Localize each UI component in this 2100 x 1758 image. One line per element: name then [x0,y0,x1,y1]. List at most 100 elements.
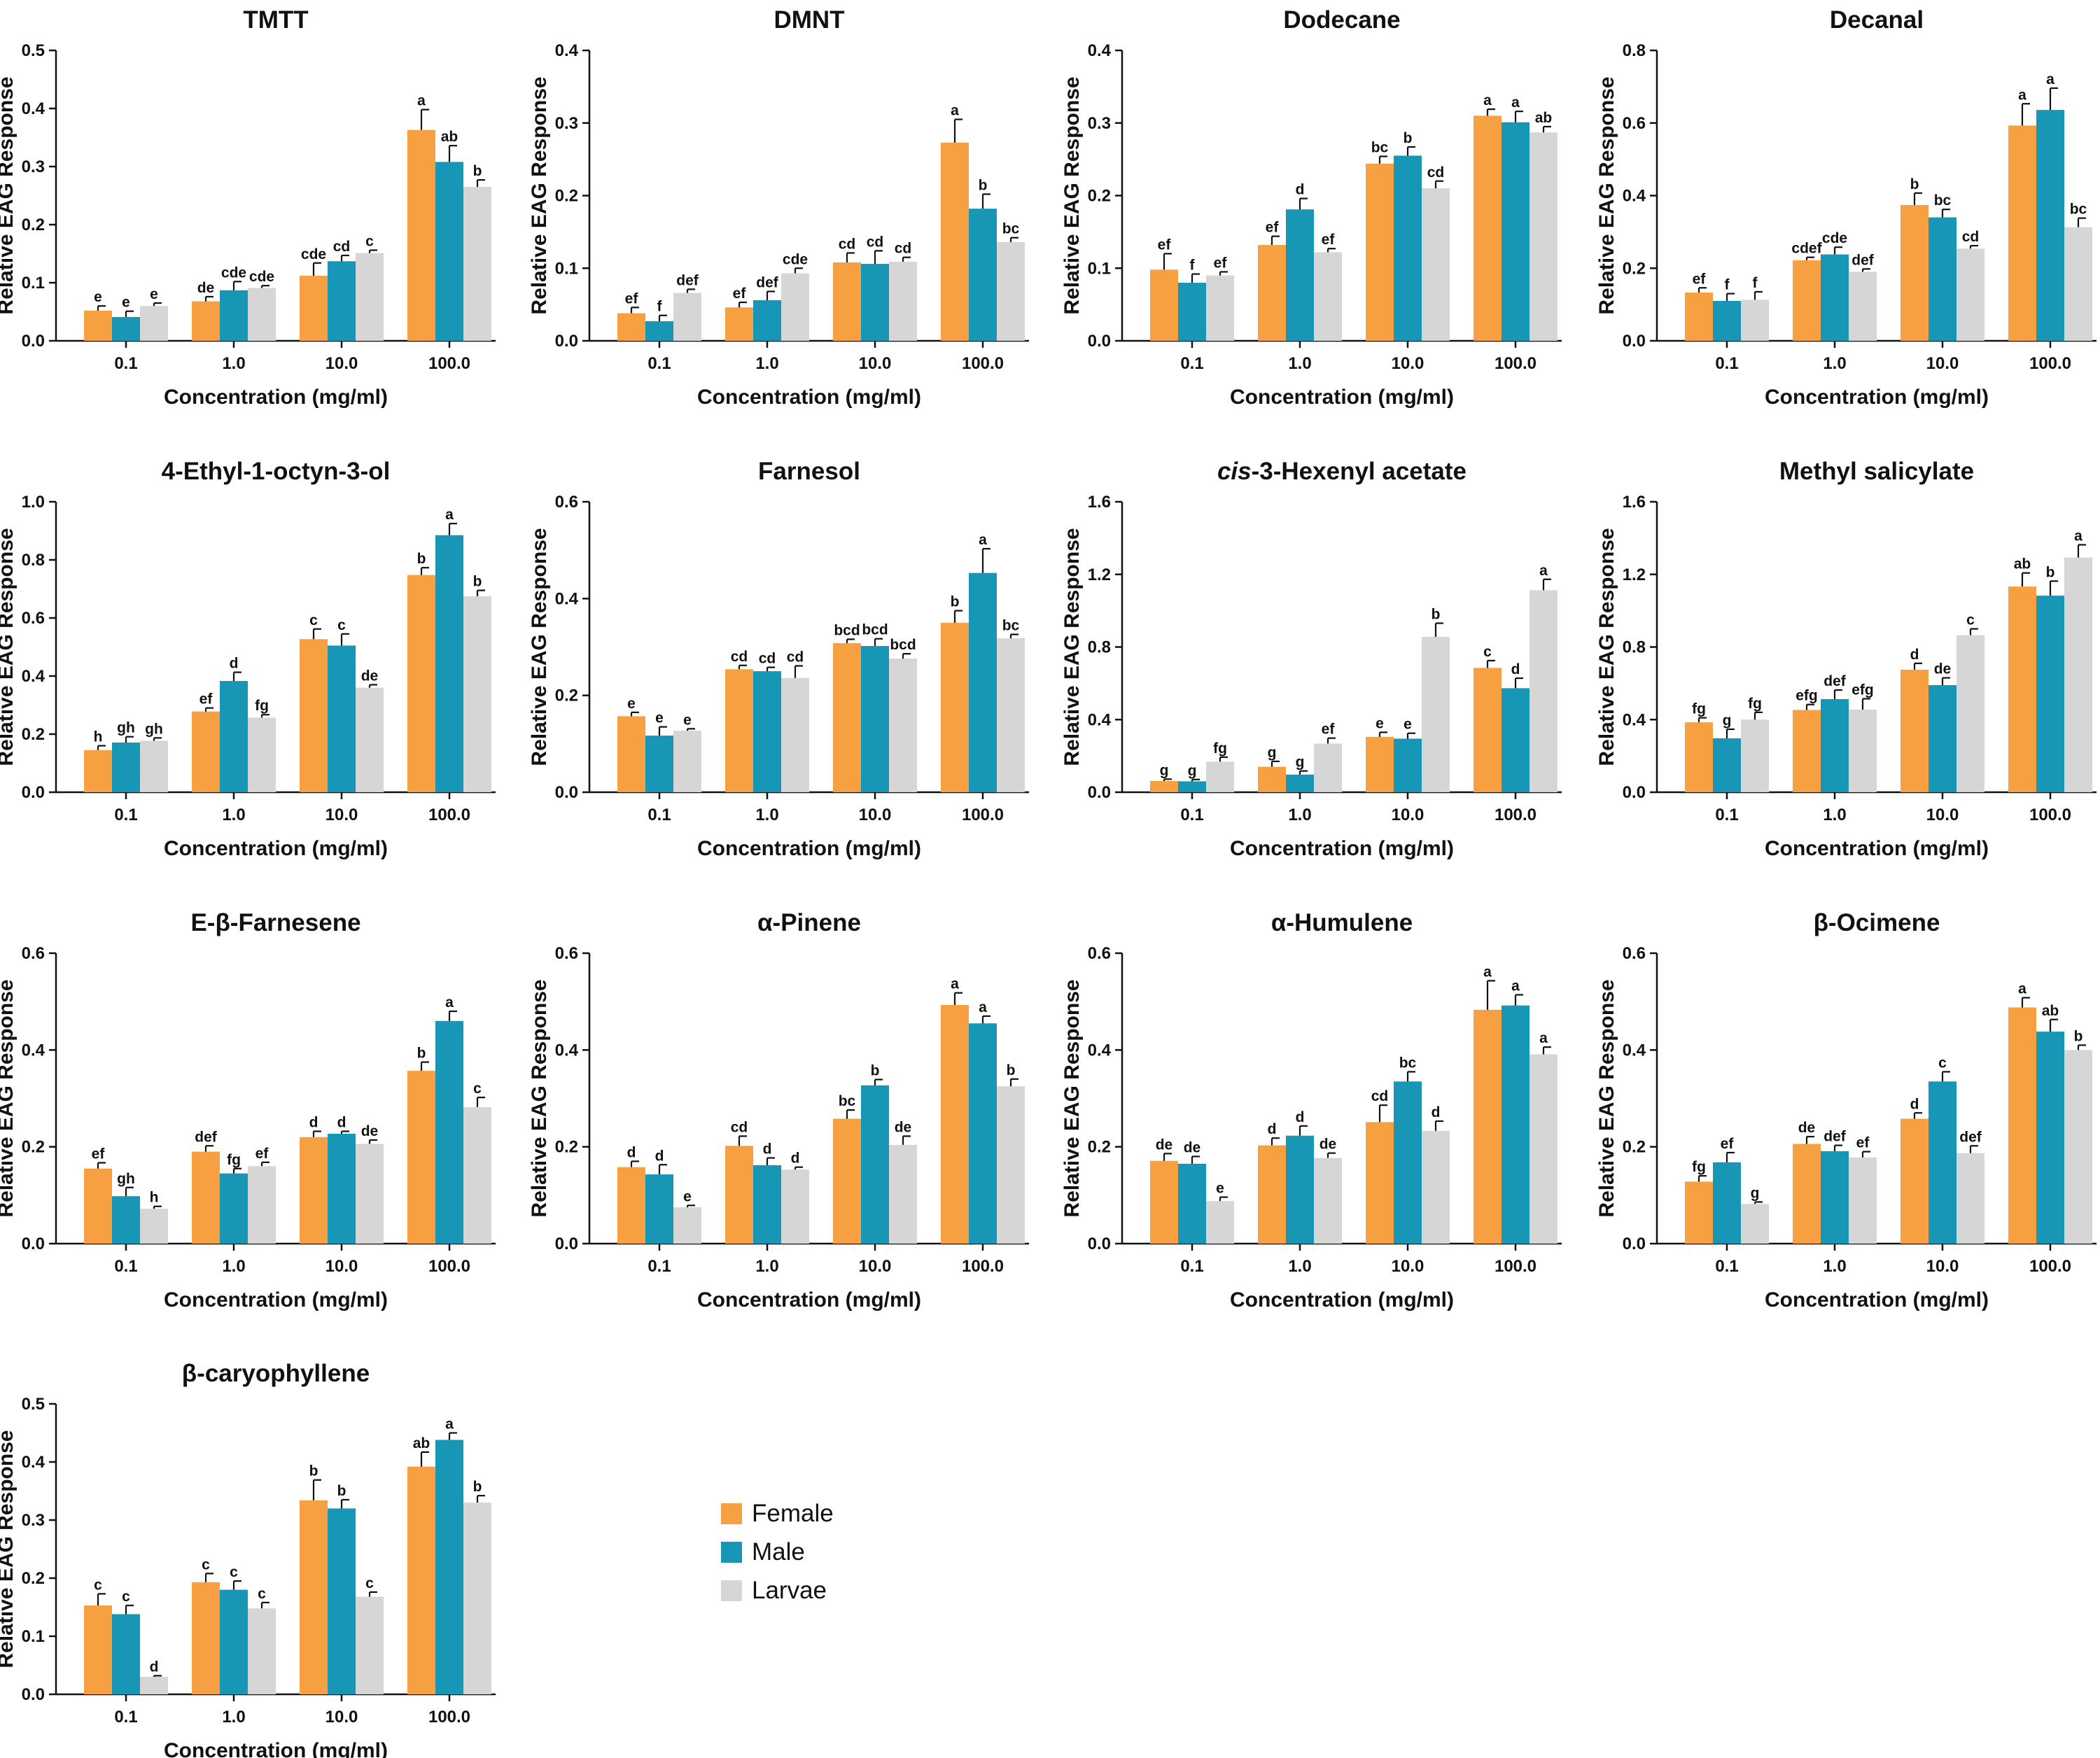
bar-female [407,1071,435,1244]
legend-swatch [721,1541,742,1563]
x-tick-label: 0.1 [114,354,137,373]
bar-female [725,307,753,341]
bar-larvae [1422,636,1450,792]
y-tick-label: 0.2 [555,687,578,705]
y-axis-label: Relative EAG Response [528,979,551,1217]
bar-larvae [1741,1204,1769,1244]
significance-letter: cde [221,265,246,281]
significance-letter: cdef [1791,241,1822,257]
significance-letter: b [473,574,482,590]
significance-letter: f [1753,275,1758,291]
significance-letter: d [150,1659,159,1675]
significance-letter: ab [2014,556,2031,572]
significance-letter: c [230,1564,238,1580]
bar-male [328,1508,356,1694]
y-tick-label: 0.3 [555,114,578,133]
significance-letter: a [979,999,987,1015]
bar-male [1178,781,1206,792]
bar-larvae [889,1144,917,1244]
significance-letter: a [417,93,426,109]
significance-letter: cde [301,246,326,262]
bar-female [300,639,328,792]
significance-letter: bc [1371,139,1389,155]
significance-letter: f [657,299,663,315]
bar-female [407,575,435,792]
bar-male [2036,596,2064,792]
y-tick-label: 1.2 [1623,565,1646,584]
significance-letter: def [1823,673,1847,689]
x-tick-label: 10.0 [1926,1257,1959,1276]
x-axis-label: Concentration (mg/ml) [1765,837,1989,860]
significance-letter: cd [895,241,912,257]
y-tick-label: 0.3 [22,1511,45,1530]
x-axis-label: Concentration (mg/ml) [164,1739,388,1758]
bar-larvae [248,1166,276,1244]
x-tick-label: 100.0 [2029,354,2071,373]
significance-letter: ef [1721,1136,1735,1152]
chart-title: β-caryophyllene [182,1360,370,1387]
significance-letter: cd [787,649,804,665]
x-axis-label: Concentration (mg/ml) [697,386,921,409]
significance-letter: def [676,272,699,288]
significance-letter: ef [733,286,747,302]
significance-letter: bc [839,1093,856,1109]
x-tick-label: 0.1 [114,806,137,824]
x-tick-label: 1.0 [222,1257,245,1276]
bar-male [328,261,356,341]
significance-letter: e [122,295,130,311]
bar-larvae [997,638,1025,792]
significance-letter: g [1188,763,1197,779]
bar-larvae [1530,590,1558,792]
y-tick-label: 0.4 [22,99,46,118]
significance-letter: ab [1535,110,1553,126]
significance-letter: fg [1748,696,1762,712]
significance-letter: cd [731,649,748,665]
significance-letter: fg [255,698,269,714]
significance-letter: b [1910,176,1919,192]
y-tick-label: 0.0 [22,783,45,802]
y-tick-label: 0.0 [555,1235,578,1253]
y-tick-label: 0.2 [1088,1138,1111,1157]
significance-letter: a [445,1416,454,1433]
significance-letter: b [473,1479,482,1495]
significance-letter: de [1934,661,1952,677]
chart-title: α-Humulene [1271,909,1413,936]
legend: Female Male Larvae [721,1494,834,1610]
y-tick-label: 0.4 [22,1041,46,1060]
significance-letter: ef [1214,255,1228,271]
significance-letter: b [337,1483,346,1499]
x-tick-label: 100.0 [428,806,470,824]
y-tick-label: 0.8 [1623,41,1646,60]
bar-female [1150,269,1178,341]
significance-letter: a [2046,71,2054,87]
significance-letter: b [2074,1028,2083,1044]
bar-larvae [356,1596,384,1694]
significance-letter: e [1404,717,1412,733]
chart-title: cis-3-Hexenyl acetate [1217,458,1466,485]
significance-letter: a [2018,981,2026,997]
y-tick-label: 0.2 [1088,187,1111,206]
bar-larvae [1314,743,1342,792]
bar-female [725,669,753,792]
y-tick-label: 0.6 [555,493,578,512]
y-axis-label: Relative EAG Response [1060,76,1084,314]
bar-female [1685,293,1713,341]
legend-swatch [721,1503,742,1524]
significance-letter: ab [2042,1003,2059,1019]
significance-letter: cd [1371,1088,1389,1104]
bar-larvae [248,1608,276,1694]
bar-male [1286,774,1314,792]
bar-male [328,1133,356,1244]
significance-letter: de [895,1119,912,1135]
x-tick-label: 0.1 [1715,1257,1738,1276]
significance-letter: f [1725,277,1730,293]
bar-male [1286,1135,1314,1244]
bar-female [1793,710,1821,792]
x-tick-label: 1.0 [1288,806,1311,824]
chart-caryophyllene: β-caryophyllene 0.0 0.1 0.2 0.3 0.4 0.5Relativ… [0,1360,496,1758]
significance-letter: g [1160,762,1169,778]
significance-letter: ef [200,691,214,708]
significance-letter: a [2074,528,2082,544]
bar-larvae [2064,1050,2092,1244]
